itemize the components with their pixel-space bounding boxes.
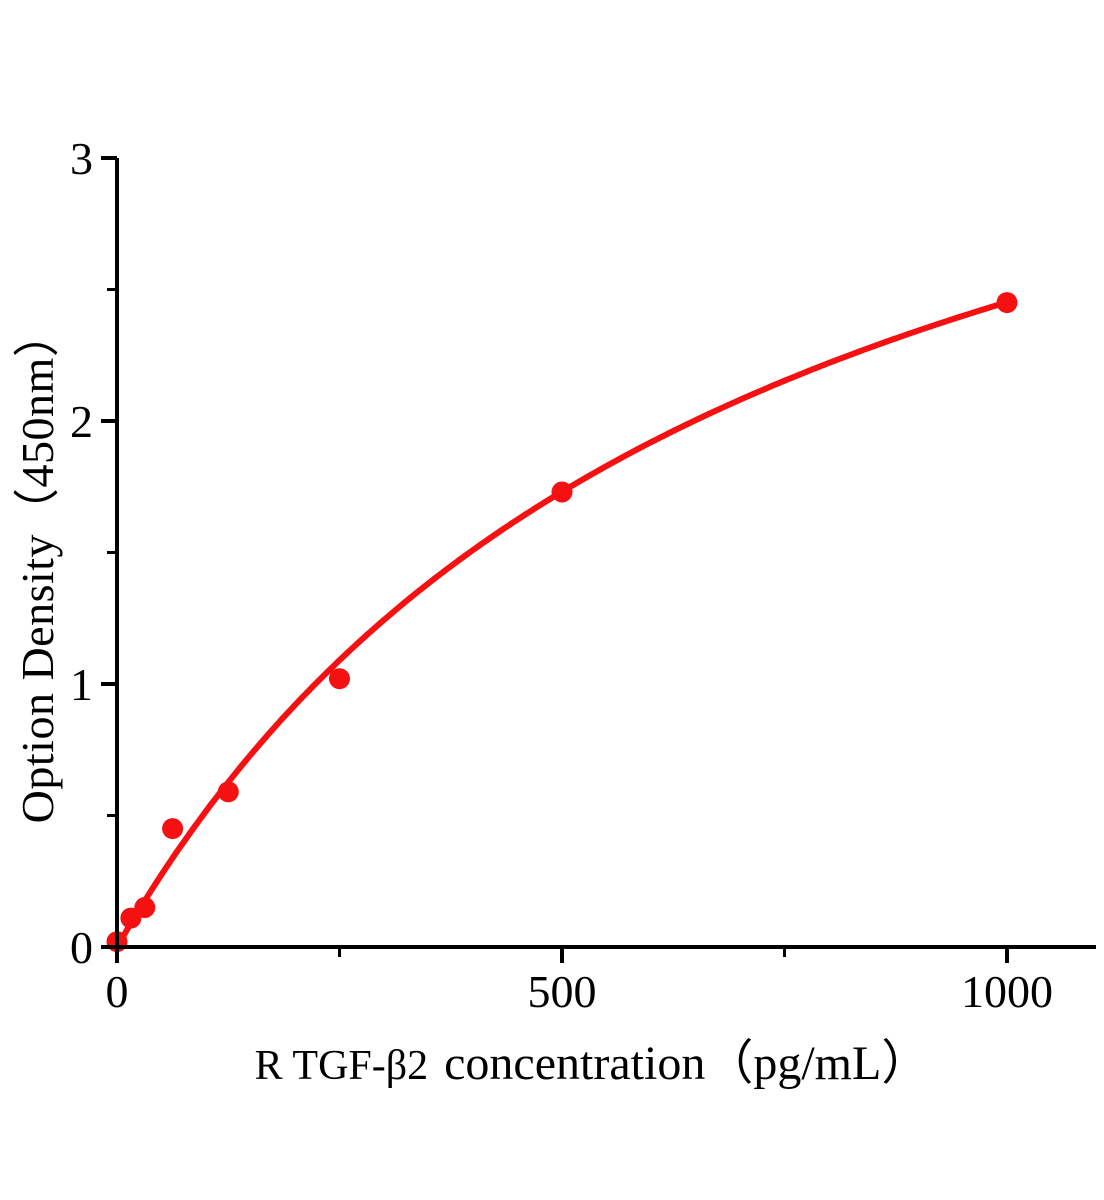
y-tick-label: 1: [70, 659, 93, 710]
fit-curve: [114, 299, 1010, 950]
x-tick-label: 0: [106, 966, 129, 1017]
data-point: [551, 481, 573, 503]
x-axis-title-analyte: R TGF-β2: [254, 1043, 429, 1089]
data-point: [134, 897, 156, 918]
x-axis-title-text: concentration（pg/mL）: [444, 1037, 930, 1090]
data-point: [217, 781, 239, 803]
y-tick-label: 2: [70, 396, 93, 447]
x-tick-label: 1000: [961, 966, 1053, 1017]
y-tick-label: 0: [70, 922, 93, 973]
data-point: [162, 818, 184, 840]
x-axis-title: R TGF-β2 concentration（pg/mL）: [255, 1023, 930, 1093]
data-point: [329, 668, 350, 690]
x-tick-label: 500: [528, 966, 597, 1017]
y-tick-label: 3: [70, 133, 93, 184]
data-point: [996, 292, 1018, 314]
y-axis-title: Option Density（450nm）: [12, 310, 63, 824]
